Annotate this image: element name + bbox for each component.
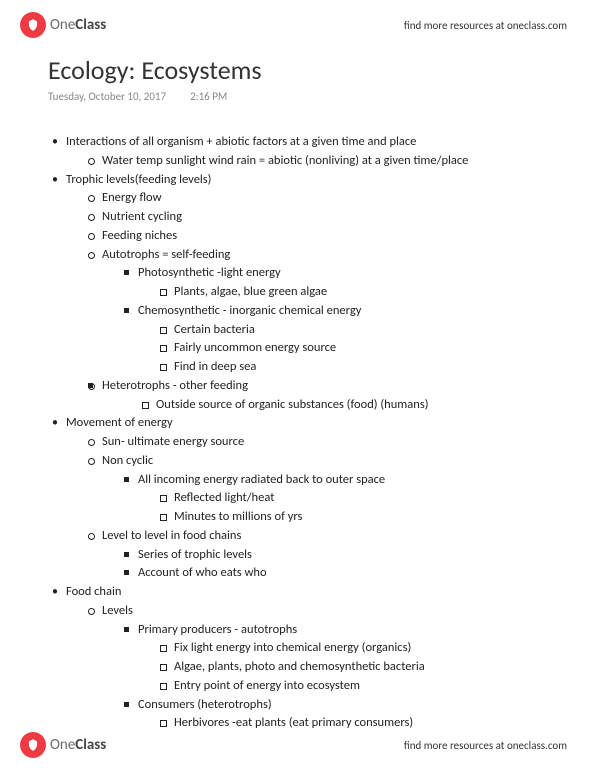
brand-text: OneClass	[50, 736, 106, 754]
list-item-text: Non cyclic	[102, 453, 153, 468]
list-item-text: Feeding niches	[102, 228, 177, 243]
list-item: Fairly uncommon energy source	[156, 339, 547, 358]
list-item: Autotrophs = self-feeding Photosynthetic …	[84, 246, 547, 377]
brand-logo: OneClass	[20, 12, 106, 38]
list-item: Heterotrophs - other feeding Outside sour…	[84, 377, 547, 415]
list-item-text: Series of trophic levels	[138, 547, 252, 562]
list-item-text: Fairly uncommon energy source	[174, 340, 336, 355]
list-item: Interactions of all organism + abiotic f…	[48, 133, 547, 171]
list-item: Primary producers - autotrophs Fix light …	[120, 621, 547, 696]
list-item: Nutrient cycling	[84, 208, 547, 227]
brand-icon	[20, 12, 46, 38]
brand-text: OneClass	[50, 16, 106, 34]
page-header: OneClass find more resources at oneclass…	[0, 6, 595, 44]
resources-link-top[interactable]: find more resources at oneclass.com	[404, 19, 567, 32]
list-item-text: Energy flow	[102, 190, 162, 205]
brand-one: One	[50, 736, 75, 754]
list-item: Algae, plants, photo and chemosynthetic …	[156, 658, 547, 677]
page-footer: OneClass find more resources at oneclass…	[0, 726, 595, 764]
list-item-text: Certain bacteria	[174, 322, 255, 337]
list-item-text: Primary producers - autotrophs	[138, 622, 297, 637]
list-item-text: Interactions of all organism + abiotic f…	[66, 134, 416, 149]
list-item: Plants, algae, blue green algae	[156, 283, 547, 302]
list-item: Entry point of energy into ecosystem	[156, 677, 547, 696]
list-item-text: Plants, algae, blue green algae	[174, 284, 327, 299]
list-item-text: Levels	[102, 603, 133, 618]
list-item-text: Chemosynthetic - inorganic chemical ener…	[138, 303, 361, 318]
list-item-text: Account of who eats who	[138, 565, 267, 580]
list-item: Food chain Levels Primary producers - auto…	[48, 583, 547, 733]
list-item-text: Level to level in food chains	[102, 528, 241, 543]
page-title: Ecology: Ecosystems	[48, 54, 547, 86]
brand-logo-footer: OneClass	[20, 732, 106, 758]
list-item: Chemosynthetic - inorganic chemical ener…	[120, 302, 547, 377]
page-meta: Tuesday, October 10, 2017 2:16 PM	[48, 90, 547, 103]
list-item: Feeding niches	[84, 227, 547, 246]
list-item-text: Algae, plants, photo and chemosynthetic …	[174, 659, 425, 674]
list-item: Minutes to millions of yrs	[156, 508, 547, 527]
document-body: Ecology: Ecosystems Tuesday, October 10,…	[0, 0, 595, 733]
list-item-text: Nutrient cycling	[102, 209, 182, 224]
list-item: Levels Primary producers - autotrophs Fix …	[84, 602, 547, 733]
list-item-text: Photosynthetic -light energy	[138, 265, 281, 280]
list-item-text: Minutes to millions of yrs	[174, 509, 302, 524]
list-item: Outside source of organic substances (fo…	[120, 396, 547, 415]
list-item: Fix light energy into chemical energy (o…	[156, 639, 547, 658]
list-item-text: Movement of energy	[66, 415, 173, 430]
list-item-text: Sun- ultimate energy source	[102, 434, 244, 449]
list-item: All incoming energy radiated back to out…	[120, 471, 547, 527]
brand-class: Class	[75, 16, 106, 34]
list-item: Account of who eats who	[120, 564, 547, 583]
list-item: Level to level in food chains Series of t…	[84, 527, 547, 583]
brand-icon	[20, 732, 46, 758]
list-item-text: Food chain	[66, 584, 121, 599]
list-item: Certain bacteria	[156, 321, 547, 340]
list-item-text: Water temp sunlight wind rain = abiotic …	[102, 153, 468, 168]
list-item-text: Trophic levels(feeding levels)	[66, 172, 211, 187]
list-item-text: Heterotrophs - other feeding	[102, 378, 248, 393]
list-item: Outside source of organic substances (fo…	[138, 396, 547, 415]
list-item-text: Entry point of energy into ecosystem	[174, 678, 360, 693]
list-item: Sun- ultimate energy source	[84, 433, 547, 452]
notes-outline: Interactions of all organism + abiotic f…	[48, 133, 547, 733]
resources-link-bottom[interactable]: find more resources at oneclass.com	[404, 739, 567, 752]
meta-time: 2:16 PM	[190, 90, 227, 103]
list-item-text: All incoming energy radiated back to out…	[138, 472, 385, 487]
list-item: Water temp sunlight wind rain = abiotic …	[84, 152, 547, 171]
list-item: Energy flow	[84, 189, 547, 208]
list-item-text: Fix light energy into chemical energy (o…	[174, 640, 411, 655]
meta-date: Tuesday, October 10, 2017	[48, 90, 166, 103]
list-item: Reflected light/heat	[156, 489, 547, 508]
list-item: Find in deep sea	[156, 358, 547, 377]
list-item-text: Reflected light/heat	[174, 490, 274, 505]
list-item-text: Consumers (heterotrophs)	[138, 697, 272, 712]
list-item: Series of trophic levels	[120, 546, 547, 565]
brand-one: One	[50, 16, 75, 34]
list-item: Trophic levels(feeding levels) Energy flo…	[48, 171, 547, 415]
brand-class: Class	[75, 736, 106, 754]
list-item: Movement of energy Sun- ultimate energy s…	[48, 414, 547, 583]
list-item-text: Outside source of organic substances (fo…	[156, 397, 429, 412]
list-item-text: Autotrophs = self-feeding	[102, 247, 230, 262]
list-item-text: Find in deep sea	[174, 359, 256, 374]
list-item: Photosynthetic -light energy Plants, alga…	[120, 264, 547, 302]
list-item: Non cyclic All incoming energy radiated b…	[84, 452, 547, 527]
